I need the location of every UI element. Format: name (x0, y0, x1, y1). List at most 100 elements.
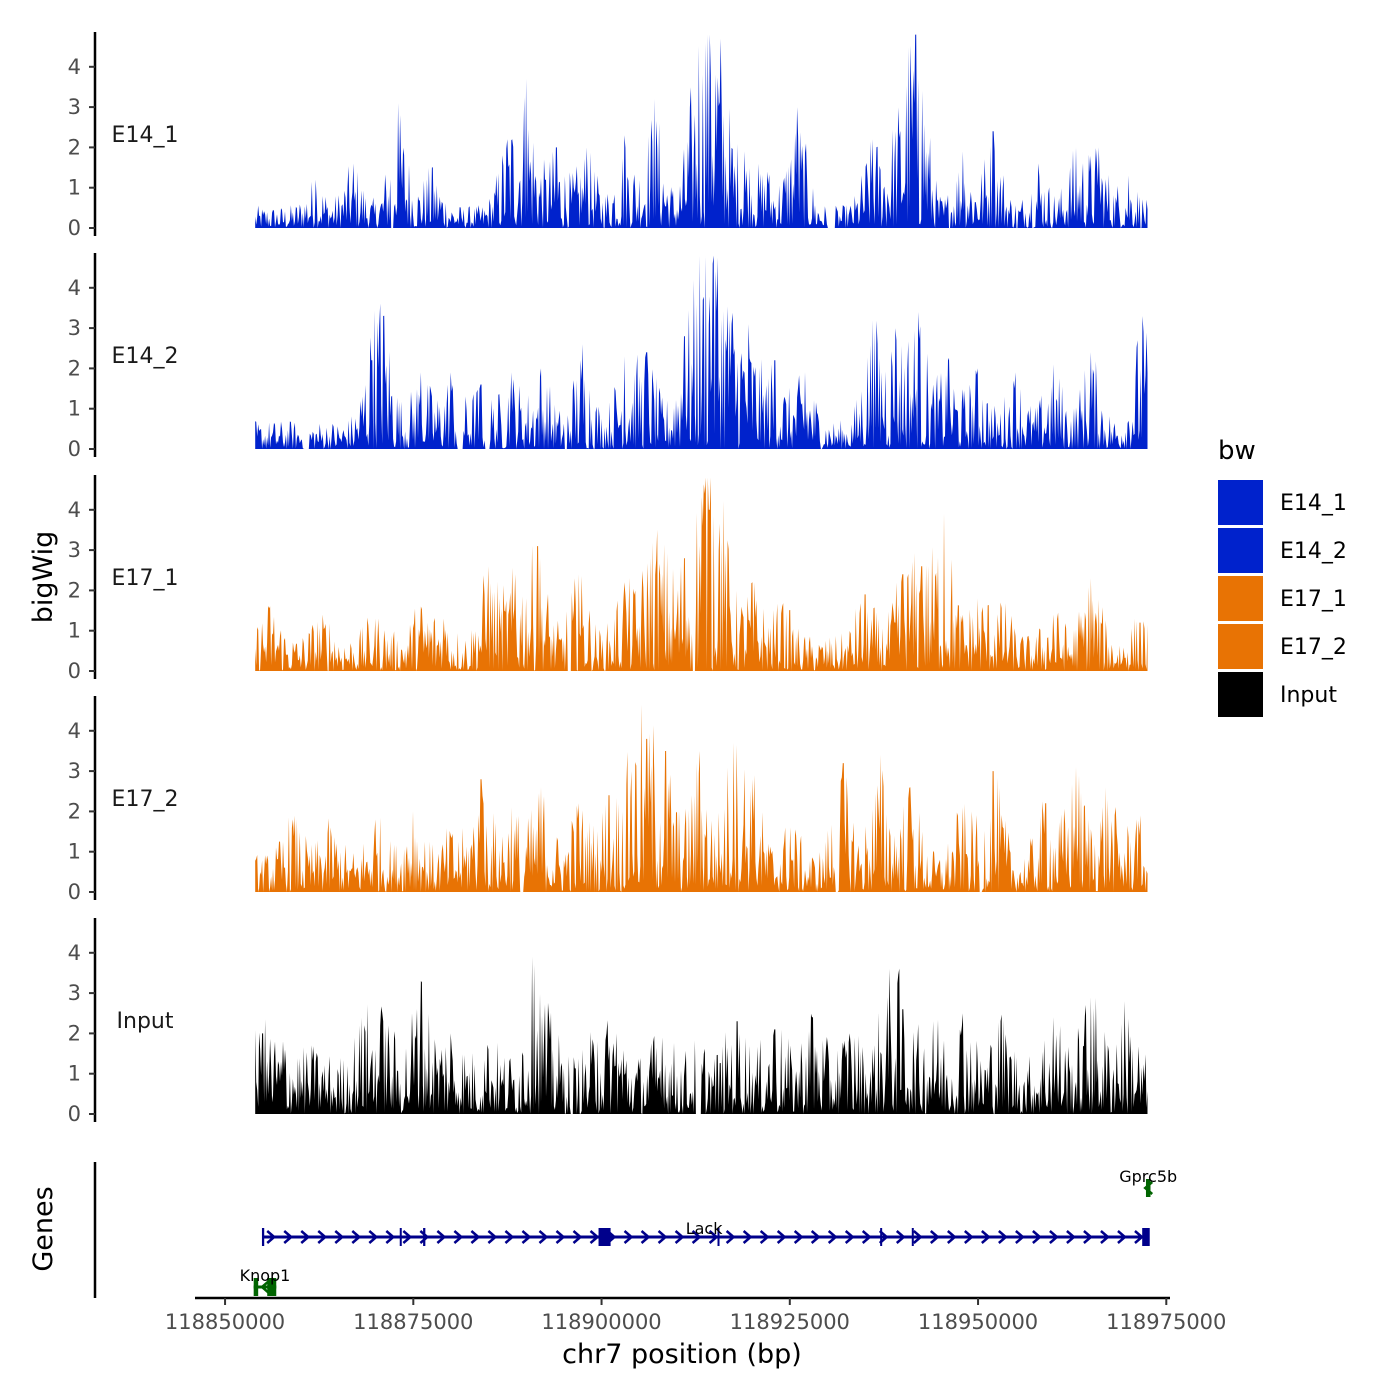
legend-swatch-E14_2 (1218, 528, 1263, 573)
strand-chevron (742, 1230, 753, 1244)
strand-chevron (657, 1230, 668, 1244)
signal-area-E17_2 (255, 704, 1148, 892)
y-axis-title: bigWig (28, 531, 59, 624)
strand-chevron (1066, 1230, 1076, 1244)
strand-chevron (929, 1230, 940, 1244)
y-tick-label: 4 (68, 498, 81, 522)
gene-exon (911, 1228, 914, 1246)
legend: bw E14_1 E14_2 E17_1 E17_2 Input (1218, 436, 1347, 717)
y-tick-label: 0 (68, 880, 81, 904)
legend-label: E17_2 (1280, 635, 1347, 660)
strand-chevron (368, 1230, 379, 1244)
gene-exon (1145, 1179, 1151, 1197)
strand-chevron (266, 1230, 277, 1244)
y-tick-label: 3 (68, 981, 81, 1005)
gene-exon (267, 1278, 277, 1296)
y-tick-label: 3 (68, 759, 81, 783)
track-E17_1: 0 1 2 3 4 E17_1 (68, 475, 1148, 683)
y-tick-label: 4 (68, 276, 81, 300)
y-tick-label: 0 (68, 216, 81, 240)
strand-chevron (1049, 1230, 1059, 1244)
strand-chevron (572, 1230, 583, 1244)
track-label: E17_1 (112, 566, 179, 591)
gene-label: Knop1 (240, 1266, 291, 1285)
gene-exon (261, 1228, 265, 1246)
y-tick-label: 3 (68, 538, 81, 562)
strand-chevron (385, 1230, 396, 1244)
strand-chevron (793, 1230, 804, 1244)
strand-chevron (317, 1230, 328, 1244)
y-tick-label: 1 (68, 176, 81, 200)
track-E14_1: 0 1 2 3 4 E14_1 (68, 32, 1148, 240)
strand-chevron (487, 1230, 498, 1244)
y-tick-label: 4 (68, 719, 81, 743)
strand-chevron (260, 1280, 270, 1294)
strand-chevron (640, 1230, 651, 1244)
strand-chevron (1083, 1230, 1093, 1244)
y-tick-label: 0 (68, 1102, 81, 1126)
gene-exon (399, 1228, 402, 1246)
y-tick-label: 2 (68, 356, 81, 380)
track-label: E17_2 (112, 787, 179, 812)
strand-chevron (504, 1230, 515, 1244)
signal-area-E14_1 (255, 34, 1148, 228)
y-tick-label: 2 (68, 799, 81, 823)
strand-chevron (776, 1230, 787, 1244)
y-tick-label: 3 (68, 95, 81, 119)
strand-chevron (674, 1230, 685, 1244)
track-label: E14_1 (112, 123, 179, 148)
x-axis: 118850000 118875000 118900000 118925000 1189… (165, 1296, 1226, 1334)
track-label: Input (117, 1009, 174, 1034)
x-tick-label: 118900000 (541, 1310, 661, 1334)
strand-chevron (538, 1230, 549, 1244)
gene-exon (1142, 1228, 1150, 1246)
strand-chevron (912, 1230, 923, 1244)
signal-area-E17_1 (255, 477, 1148, 671)
track-E14_2: 0 1 2 3 4 E14_2 (68, 253, 1148, 461)
y-tick-label: 4 (68, 55, 81, 79)
x-tick-label: 118850000 (165, 1310, 285, 1334)
strand-chevron (708, 1230, 719, 1244)
y-tick-label: 2 (68, 1021, 81, 1045)
track-E17_2: 0 1 2 3 4 E17_2 (68, 696, 1148, 904)
strand-chevron (555, 1230, 566, 1244)
legend-swatch-E17_2 (1218, 624, 1263, 669)
y-tick-label: 0 (68, 437, 81, 461)
strand-chevron (810, 1230, 821, 1244)
strand-chevron (1015, 1230, 1025, 1244)
strand-chevron (946, 1230, 957, 1244)
strand-chevron (964, 1230, 974, 1244)
strand-chevron (861, 1230, 872, 1244)
y-tick-label: 1 (68, 1062, 81, 1086)
gene-Gprc5b: Gprc5b (1119, 1167, 1177, 1197)
strand-chevron (827, 1230, 838, 1244)
strand-chevron (998, 1230, 1008, 1244)
gene-label: Lack (686, 1219, 724, 1238)
legend-label: E14_2 (1280, 539, 1347, 564)
strand-chevron (895, 1230, 906, 1244)
legend-label: Input (1280, 683, 1337, 708)
gene-exon (717, 1228, 720, 1246)
gene-Knop1: Knop1 (240, 1266, 291, 1296)
strand-chevron (521, 1230, 532, 1244)
strand-chevron (1117, 1230, 1127, 1244)
strand-chevron (453, 1230, 464, 1244)
gene-track: Lack Gprc5b Knop1 (93, 1162, 1177, 1298)
legend-swatch-E17_1 (1218, 576, 1263, 621)
strand-chevron (1134, 1230, 1144, 1244)
legend-swatch-Input (1218, 672, 1263, 717)
strand-chevron (691, 1230, 702, 1244)
gene-exon (880, 1228, 883, 1246)
gene-axis-title: Genes (28, 1186, 59, 1271)
y-tick-label: 1 (68, 397, 81, 421)
strand-chevron (351, 1230, 362, 1244)
strand-chevron (759, 1230, 770, 1244)
strand-chevron (334, 1230, 345, 1244)
gene-exon (598, 1228, 611, 1246)
strand-chevron (589, 1230, 600, 1244)
strand-chevron (1100, 1230, 1110, 1244)
gene-label: Gprc5b (1119, 1167, 1177, 1186)
signal-area-E14_2 (255, 255, 1148, 449)
strand-chevron (623, 1230, 634, 1244)
